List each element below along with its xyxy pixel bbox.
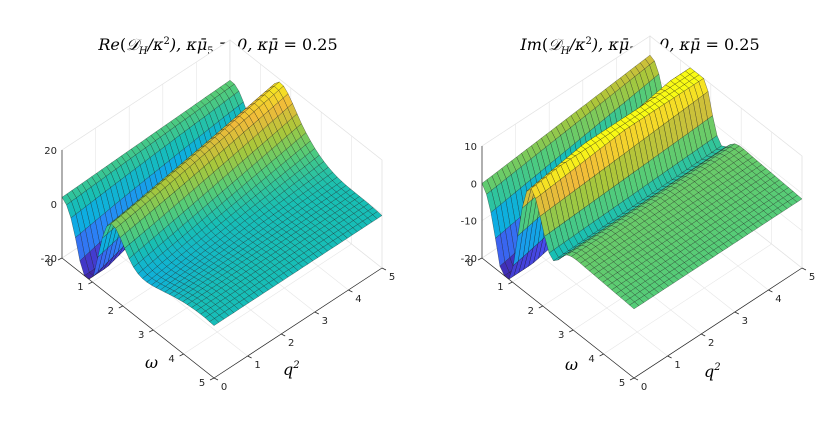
axis-line [481, 257, 635, 379]
y-tick-label: 4 [355, 294, 361, 305]
y-tick-label: 4 [775, 294, 781, 305]
y-tick-mark [734, 311, 739, 315]
x-tick-mark [508, 281, 513, 285]
grid-line [183, 243, 352, 355]
x-tick-mark [88, 281, 93, 285]
x-tick-mark [538, 305, 543, 309]
axis-label-q2-real: q2 [283, 360, 300, 379]
z-tick-label: -10 [461, 217, 477, 228]
y-tick-mark [348, 289, 353, 293]
x-tick-label: 4 [588, 354, 594, 365]
x-tick-label: 0 [467, 258, 473, 269]
axis-line [633, 267, 803, 379]
y-tick-mark [768, 289, 773, 293]
x-tick-label: 4 [168, 354, 174, 365]
y-tick-label: 2 [708, 338, 714, 349]
axis-label-q2-imag: q2 [704, 362, 721, 381]
y-tick-label: 3 [322, 316, 328, 327]
z-tick-label: 0 [51, 200, 57, 211]
z-tick-label: 0 [471, 179, 477, 190]
x-tick-mark [149, 329, 154, 333]
chart-imag-part: Im(𝒟H/κ2), κμ̄5 = 0, κμ̄ = 0.25 01234501… [461, 35, 816, 393]
y-tick-label: 3 [742, 316, 748, 327]
grid-line [95, 235, 248, 357]
y-tick-mark [381, 267, 387, 271]
x-tick-label: 1 [77, 282, 83, 293]
tick-labels-imag: 0 1 2 3 4 5 0 1 2 3 4 5 -20 -10 0 10 [461, 142, 816, 393]
x-tick-mark [57, 257, 63, 261]
y-tick-mark [633, 377, 639, 381]
z-tick-label: -20 [41, 254, 57, 265]
y-tick-mark [314, 311, 319, 315]
y-tick-label: 2 [288, 338, 294, 349]
z-tick-label: 10 [464, 142, 477, 153]
x-tick-mark [629, 377, 635, 381]
y-tick-label: 5 [809, 272, 815, 283]
surface-patch [209, 318, 220, 326]
x-tick-mark [179, 353, 184, 357]
x-tick-mark [599, 353, 604, 357]
x-tick-label: 1 [497, 282, 503, 293]
y-tick-mark [801, 267, 807, 271]
z-tick-label: 20 [44, 146, 57, 157]
x-tick-mark [118, 305, 123, 309]
grid-line [481, 35, 803, 157]
axis-label-omega-real: ω [145, 353, 158, 372]
y-tick-mark [213, 377, 219, 381]
axis-label-omega-imag: ω [565, 355, 578, 374]
x-tick-label: 5 [619, 378, 625, 389]
chart-title-real: Re(𝒟H/κ2), κμ̄5 = 0, κμ̄ = 0.25 [97, 35, 337, 57]
y-tick-mark [667, 355, 672, 359]
axis-line [61, 257, 215, 379]
x-tick-mark [209, 377, 215, 381]
x-tick-label: 5 [199, 378, 205, 389]
chart-real-part: Re(𝒟H/κ2), κμ̄5 = 0, κμ̄ = 0.25 0 1 2 3 4 5 0 1… [41, 35, 396, 393]
y-tick-mark [247, 355, 252, 359]
grid-line [603, 243, 772, 355]
x-tick-label: 3 [558, 330, 564, 341]
y-tick-mark [281, 333, 286, 337]
z-tick-label: -20 [461, 254, 477, 265]
y-tick-label: 0 [221, 382, 227, 393]
y-tick-mark [701, 333, 706, 337]
x-tick-mark [569, 329, 574, 333]
x-tick-mark [477, 257, 483, 261]
y-tick-label: 1 [254, 360, 260, 371]
x-tick-label: 3 [138, 330, 144, 341]
x-tick-label: 2 [108, 306, 114, 317]
surface-real [61, 80, 383, 326]
y-tick-label: 0 [641, 382, 647, 393]
x-tick-label: 2 [528, 306, 534, 317]
x-tick-label: 0 [47, 258, 53, 269]
axis-line [213, 267, 383, 379]
y-tick-label: 1 [674, 360, 680, 371]
grid-line [61, 39, 383, 161]
surface-patch [629, 301, 640, 310]
surface-imag [481, 54, 803, 310]
y-tick-label: 5 [389, 272, 395, 283]
